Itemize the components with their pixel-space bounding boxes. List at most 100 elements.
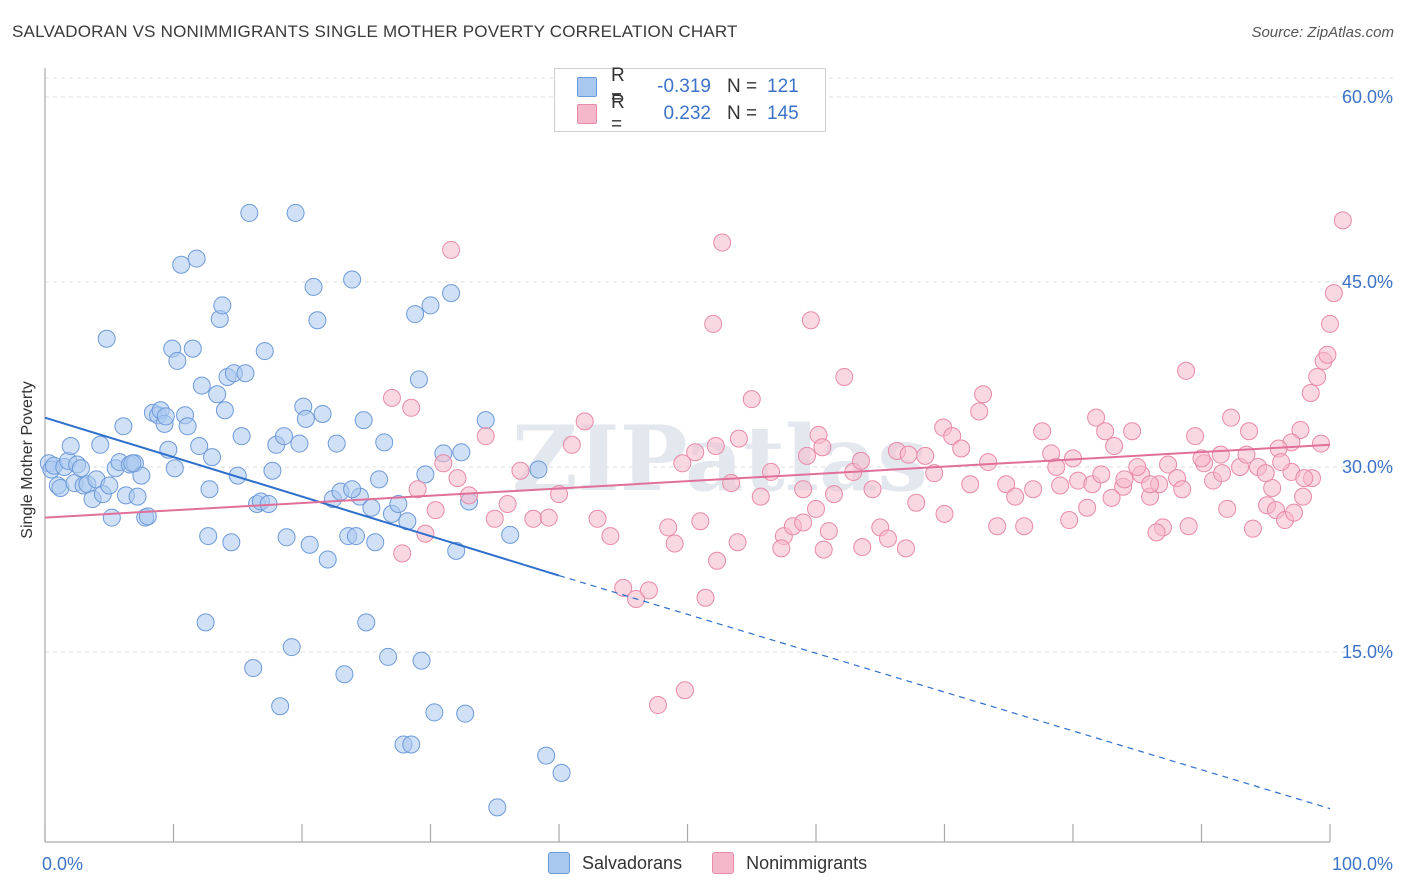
nonimmigrants-point	[706, 437, 725, 456]
nonimmigrants-point	[550, 485, 568, 504]
nonimmigrants-point	[686, 443, 705, 462]
nonimmigrants-point	[1213, 464, 1232, 483]
salvadorans-point	[196, 613, 215, 632]
correlation-legend: R = -0.319 N = 121 R = 0.232 N = 145	[554, 65, 826, 135]
nonimmigrants-point	[1015, 517, 1034, 536]
salvadorans-point	[138, 507, 157, 526]
salvadorans-point	[300, 535, 319, 554]
nonimmigrants-trendline	[44, 443, 1331, 519]
legend-item-nonimmigrants: Nonimmigrants	[712, 852, 867, 874]
nonimmigrants-point	[614, 578, 633, 597]
nonimmigrants-point	[813, 438, 832, 457]
legend-n-value: 145	[767, 103, 799, 124]
nonimmigrants-point	[408, 480, 427, 499]
nonimmigrants-point	[1218, 499, 1237, 518]
nonimmigrants-point	[798, 446, 817, 465]
salvadorans-point	[213, 296, 232, 315]
salvadorans-point	[354, 411, 373, 430]
nonimmigrants-point	[434, 454, 453, 473]
nonimmigrants-point	[970, 402, 989, 421]
nonimmigrants-point	[426, 501, 445, 520]
legend-row-nonimmigrants: R = 0.232 N = 145	[577, 92, 807, 135]
salvadorans-point	[501, 525, 520, 544]
nonimmigrants-point	[794, 480, 813, 499]
salvadorans-point	[132, 466, 151, 485]
nonimmigrants-point	[1211, 445, 1230, 464]
nonimmigrants-point	[772, 539, 791, 558]
nonimmigrants-point	[1159, 455, 1178, 474]
salvadorans-point	[416, 465, 435, 484]
salvadorans-point	[296, 409, 315, 428]
nonimmigrants-point	[562, 435, 581, 454]
salvadorans-point	[192, 376, 211, 395]
salvadorans-point	[275, 427, 294, 446]
nonimmigrants-point	[1321, 314, 1339, 333]
salvadorans-point	[290, 434, 309, 453]
nonimmigrants-point	[916, 446, 935, 465]
salvadorans-point	[343, 480, 362, 499]
x-tick-label: 100.0%	[1332, 854, 1393, 874]
nonimmigrants-point	[807, 499, 825, 518]
nonimmigrants-point	[794, 513, 813, 532]
salvadorans-point	[402, 735, 421, 754]
nonimmigrants-point	[824, 485, 843, 504]
salvadorans-point	[375, 433, 394, 452]
salvadorans-point	[183, 339, 202, 358]
nonimmigrants-point	[1272, 453, 1291, 472]
nonimmigrants-point	[742, 390, 761, 409]
nonimmigrants-point	[511, 461, 530, 480]
salvadorans-point	[537, 746, 556, 765]
nonimmigrants-point	[442, 240, 461, 259]
nonimmigrants-point	[988, 517, 1007, 536]
nonimmigrants-point	[588, 509, 607, 528]
salvadorans-point	[379, 647, 398, 666]
salvadorans-point	[318, 550, 337, 569]
legend-item-salvadorans: Salvadorans	[548, 852, 682, 874]
nonimmigrants-point	[1240, 422, 1259, 441]
nonimmigrants-point	[863, 480, 882, 499]
nonimmigrants-point	[476, 427, 495, 446]
nonimmigrants-point	[1324, 284, 1343, 303]
salvadorans-point	[425, 703, 444, 722]
salvadorans-point	[263, 461, 282, 480]
legend-swatch-pink	[712, 852, 735, 874]
salvadorans-point	[156, 407, 175, 426]
legend-r-label: R =	[611, 92, 625, 135]
nonimmigrants-point	[696, 588, 715, 607]
salvadorans-point	[409, 370, 428, 389]
series-legend: Salvadorans Nonimmigrants	[548, 852, 897, 874]
nonimmigrants-point	[853, 538, 872, 557]
salvadorans-point	[236, 364, 255, 383]
salvadorans-point	[452, 443, 471, 462]
nonimmigrants-point	[575, 412, 594, 431]
nonimmigrants-point	[673, 454, 692, 473]
nonimmigrants-point	[1192, 449, 1211, 468]
chart-title: SALVADORAN VS NONIMMIGRANTS SINGLE MOTHE…	[12, 22, 738, 41]
nonimmigrants-point	[393, 544, 412, 563]
nonimmigrants-point	[961, 475, 980, 494]
salvadorans-point	[178, 417, 197, 436]
legend-n-label: N =	[727, 76, 758, 97]
salvadorans-point	[529, 460, 548, 479]
salvadorans-point	[114, 417, 133, 436]
salvadorans-point	[199, 527, 218, 546]
legend-swatch-blue	[577, 77, 597, 97]
salvadorans-trendline-extension	[558, 574, 1331, 810]
salvadorans-trendline	[44, 416, 560, 577]
salvadorans-point	[232, 427, 251, 446]
nonimmigrants-point	[925, 464, 944, 483]
salvadorans-point	[389, 495, 408, 513]
nonimmigrants-point	[1024, 480, 1043, 499]
legend-n-value: 121	[767, 76, 799, 97]
nonimmigrants-point	[952, 439, 971, 458]
nonimmigrants-point	[708, 551, 727, 570]
nonimmigrants-point	[1102, 488, 1121, 507]
nonimmigrants-point	[1291, 421, 1310, 439]
salvadorans-point	[228, 466, 247, 485]
legend-n-label: N =	[727, 103, 758, 124]
salvadorans-point	[421, 296, 440, 315]
salvadorans-point	[100, 476, 119, 495]
nonimmigrants-point	[1147, 523, 1166, 542]
salvadorans-point	[343, 270, 362, 289]
nonimmigrants-point	[729, 429, 748, 448]
